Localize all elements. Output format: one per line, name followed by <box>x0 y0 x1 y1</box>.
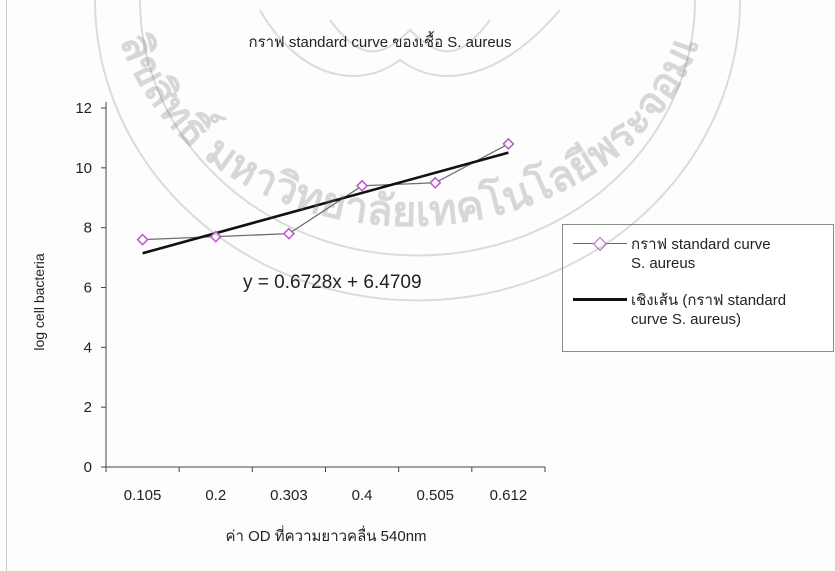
y-tick-label: 4 <box>84 339 92 356</box>
legend-item-series: กราฟ standard curve S. aureus <box>569 235 827 273</box>
legend-swatch-trendline <box>569 291 631 309</box>
y-tick-label: 6 <box>84 280 92 297</box>
y-tick-label: 8 <box>84 220 92 237</box>
data-point <box>502 137 515 151</box>
x-tick-label: 0.303 <box>270 487 308 504</box>
series-line <box>142 143 509 241</box>
legend-label-series: กราฟ standard curve S. aureus <box>631 235 827 273</box>
legend-label-trendline-line2: curve S. aureus) <box>631 311 742 328</box>
data-point <box>282 227 296 240</box>
chart-title: กราฟ standard curve ของเชื้อ S. aureus <box>248 31 511 51</box>
x-tick-label: 0.505 <box>416 487 454 504</box>
legend-label-series-line2: S. aureus <box>631 255 696 272</box>
legend-label-trendline-line1: เชิงเส้น (กราฟ standard <box>631 292 787 309</box>
y-tick-label: 12 <box>75 100 92 117</box>
legend-swatch-series <box>569 235 631 253</box>
data-point <box>136 233 149 246</box>
trendline-equation: y = 0.6728x + 6.4709 <box>243 272 422 293</box>
x-tick-label: 0.612 <box>490 487 528 504</box>
legend-label-series-line1: กราฟ standard curve <box>631 236 771 253</box>
x-axis-label: ค่า OD ที่ความยาวคลื่น 540nm <box>225 525 426 545</box>
y-tick-label: 0 <box>84 459 92 476</box>
y-axis-label: log cell bacteria <box>31 253 47 350</box>
frame-border <box>6 0 7 571</box>
legend-trend-line <box>573 298 627 301</box>
legend-label-trendline: เชิงเส้น (กราฟ standard curve S. aureus) <box>631 291 827 329</box>
axes: 0 2 4 6 8 10 12 0.105 0.2 0.303 0.4 0.505 0.612 <box>75 100 546 504</box>
diamond-marker-icon <box>592 236 608 252</box>
x-tick-label: 0.4 <box>352 487 373 504</box>
trendline <box>142 151 509 255</box>
y-tick-label: 10 <box>75 160 92 177</box>
data-point <box>355 179 369 192</box>
x-tick-label: 0.2 <box>205 487 226 504</box>
x-tick-label: 0.105 <box>124 487 162 504</box>
data-point <box>209 230 222 243</box>
data-point <box>429 176 442 189</box>
legend: กราฟ standard curve S. aureus เชิงเส้น (… <box>562 224 834 352</box>
chart-marks <box>136 137 515 255</box>
y-tick-label: 2 <box>84 399 92 416</box>
legend-item-trendline: เชิงเส้น (กราฟ standard curve S. aureus) <box>569 291 827 329</box>
